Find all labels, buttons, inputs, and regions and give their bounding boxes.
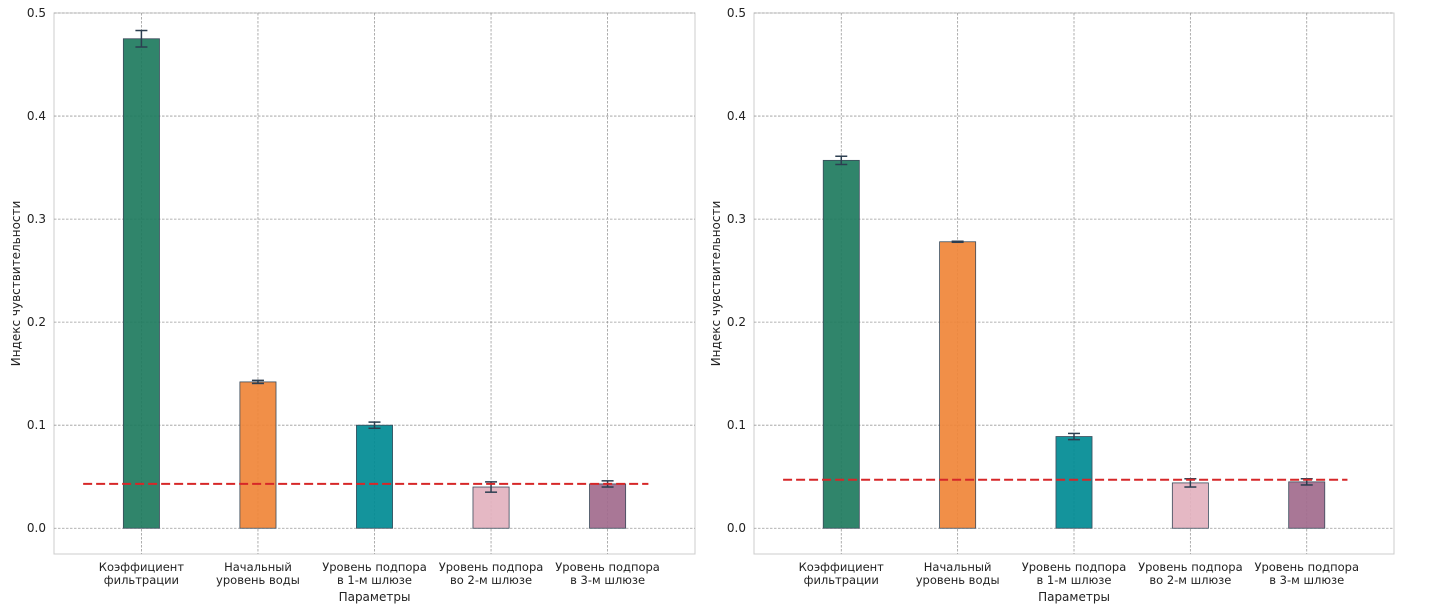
- x-tick-label: Начальный: [924, 560, 992, 574]
- x-tick-label: Уровень подпора: [1138, 560, 1243, 574]
- y-tick-label: 0.5: [27, 6, 46, 20]
- bar-5: [589, 483, 627, 529]
- y-tick-label: 0.1: [727, 418, 746, 432]
- error-bar-3: [368, 421, 381, 430]
- x-tick-label: фильтрации: [804, 573, 879, 587]
- bar-2: [239, 381, 277, 529]
- y-tick-label: 0.5: [727, 6, 746, 20]
- y-tick-label: 0.2: [27, 315, 46, 329]
- x-tick-label: Уровень подпора: [555, 560, 660, 574]
- y-tick-label: 0.4: [27, 109, 46, 123]
- x-tick-label: Начальный: [224, 560, 292, 574]
- x-tick-label: Уровень подпора: [1254, 560, 1359, 574]
- x-tick-label: уровень воды: [216, 573, 300, 587]
- error-bar-3: [1068, 432, 1080, 441]
- y-tick-label: 0.0: [727, 521, 746, 535]
- x-tick-label: уровень воды: [916, 573, 1000, 587]
- x-tick-label: в 1-м шлюзе: [337, 573, 412, 587]
- x-tick-label: в 3-м шлюзе: [570, 573, 645, 587]
- x-tick-label: во 2-м шлюзе: [1149, 573, 1231, 587]
- y-tick-label: 0.4: [727, 109, 746, 123]
- error-bar-1: [135, 29, 148, 48]
- y-tick-label: 0.0: [27, 521, 46, 535]
- x-tick-label: Уровень подпора: [322, 560, 427, 574]
- error-bar-2: [951, 240, 964, 244]
- bar-4: [1171, 482, 1209, 529]
- x-tick-label: фильтрации: [104, 573, 179, 587]
- y-axis-label: Индекс чувствительности: [9, 201, 23, 367]
- bar-4: [472, 486, 510, 529]
- y-tick-label: 0.2: [727, 315, 746, 329]
- y-tick-label: 0.3: [727, 212, 746, 226]
- y-tick-label: 0.1: [27, 418, 46, 432]
- x-tick-label: во 2-м шлюзе: [450, 573, 532, 587]
- bar-2: [939, 241, 977, 529]
- x-axis-label: Параметры: [339, 590, 411, 604]
- bar-1: [122, 38, 160, 529]
- x-tick-label: в 3-м шлюзе: [1269, 573, 1344, 587]
- x-axis-label: Параметры: [1038, 590, 1110, 604]
- bar-3: [356, 424, 393, 529]
- x-tick-label: Уровень подпора: [439, 560, 544, 574]
- x-tick-label: Коэффициент: [799, 560, 885, 574]
- bar-3: [1055, 436, 1093, 529]
- x-tick-label: Уровень подпора: [1022, 560, 1127, 574]
- error-bar-1: [835, 155, 848, 166]
- bar-5: [1288, 481, 1326, 529]
- bar-1: [822, 159, 860, 529]
- y-tick-label: 0.3: [27, 212, 46, 226]
- error-bar-2: [251, 379, 264, 385]
- x-tick-label: Коэффициент: [99, 560, 185, 574]
- x-tick-label: в 1-м шлюзе: [1037, 573, 1112, 587]
- y-axis-label: Индекс чувствительности: [709, 201, 723, 367]
